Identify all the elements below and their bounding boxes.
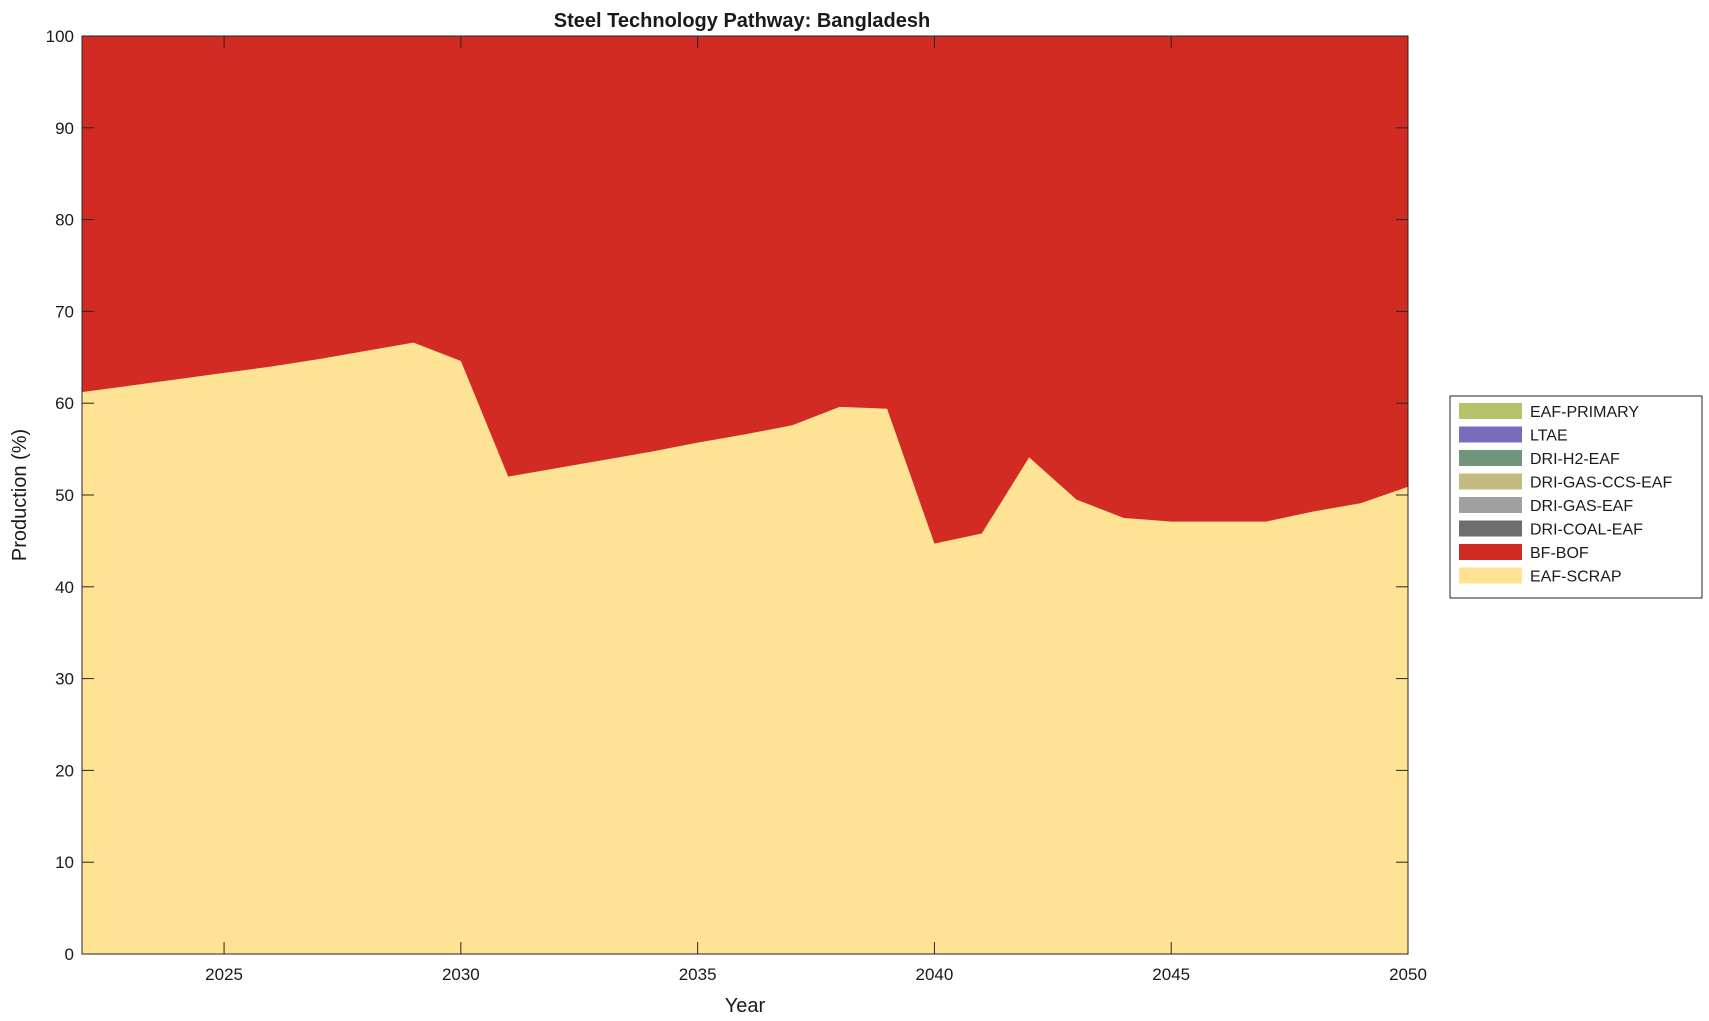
- y-tick-label: 40: [55, 578, 74, 597]
- y-tick-label: 10: [55, 853, 74, 872]
- x-tick-label: 2040: [916, 965, 954, 984]
- x-tick-label: 2045: [1152, 965, 1190, 984]
- legend-swatch-dri-h2-eaf: [1459, 450, 1522, 466]
- y-tick-label: 100: [46, 27, 74, 46]
- y-tick-label: 60: [55, 394, 74, 413]
- legend: EAF-PRIMARY LTAE DRI-H2-EAF DRI-GAS-CCS-EAF…: [1449, 395, 1703, 599]
- legend-swatch-eaf-scrap: [1459, 567, 1522, 584]
- x-axis-label: Year: [725, 995, 766, 1017]
- y-tick-label: 50: [55, 486, 74, 505]
- y-axis-ticks: 0 10 20 30 40 50 60 70 80 90 100: [46, 27, 1408, 964]
- x-tick-label: 2025: [205, 965, 243, 984]
- legend-label: EAF-PRIMARY: [1530, 404, 1639, 421]
- y-tick-label: 90: [55, 119, 74, 138]
- legend-swatch-dri-gas-eaf: [1459, 497, 1522, 513]
- y-tick-label: 30: [55, 670, 74, 689]
- legend-swatch-dri-gas-ccs-eaf: [1459, 473, 1522, 490]
- y-tick-label: 20: [55, 761, 74, 780]
- x-tick-label: 2050: [1389, 965, 1427, 984]
- legend-swatch-dri-coal-eaf: [1459, 520, 1522, 537]
- area-eaf-scrap: [82, 342, 1408, 954]
- y-tick-label: 80: [55, 211, 74, 230]
- legend-label: EAF-SCRAP: [1530, 569, 1622, 586]
- legend-label: LTAE: [1530, 428, 1568, 445]
- area-bf-bof: [82, 36, 1408, 544]
- plot-frame: [81, 35, 1409, 955]
- legend-swatch-ltae: [1459, 426, 1522, 443]
- legend-label: BF-BOF: [1530, 545, 1589, 562]
- series-areas: [82, 36, 1408, 954]
- x-tick-label: 2030: [442, 965, 480, 984]
- legend-label: DRI-H2-EAF: [1530, 451, 1620, 468]
- y-tick-label: 70: [55, 302, 74, 321]
- y-axis-label: Production (%): [9, 429, 31, 561]
- legend-swatch-eaf-primary: [1459, 403, 1522, 419]
- legend-label: DRI-GAS-EAF: [1530, 498, 1633, 515]
- x-tick-label: 2035: [679, 965, 717, 984]
- legend-label: DRI-GAS-CCS-EAF: [1530, 475, 1672, 492]
- chart-title: Steel Technology Pathway: Bangladesh: [554, 10, 930, 32]
- y-tick-label: 0: [65, 945, 74, 964]
- legend-label: DRI-COAL-EAF: [1530, 522, 1643, 539]
- legend-swatch-bf-bof: [1459, 544, 1522, 560]
